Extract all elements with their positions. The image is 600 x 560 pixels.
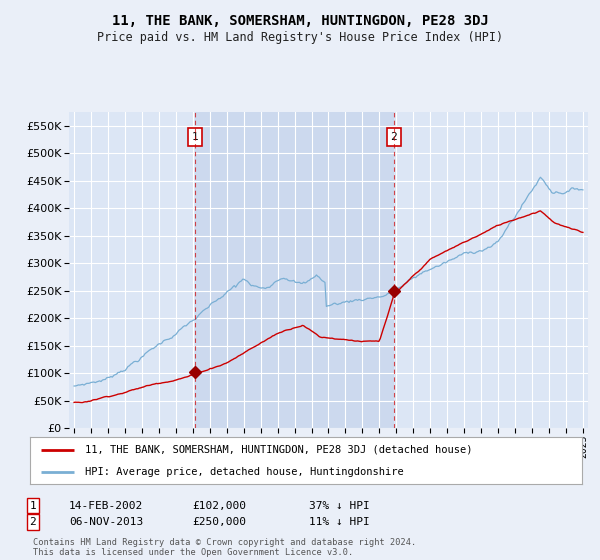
Text: 2: 2 [29, 517, 37, 527]
Bar [195, 112, 394, 428]
Text: 1: 1 [191, 132, 198, 142]
Text: 1: 1 [29, 501, 37, 511]
Text: 11, THE BANK, SOMERSHAM, HUNTINGDON, PE28 3DJ: 11, THE BANK, SOMERSHAM, HUNTINGDON, PE2… [112, 14, 488, 28]
Text: HPI: Average price, detached house, Huntingdonshire: HPI: Average price, detached house, Hunt… [85, 466, 404, 477]
Text: £102,000: £102,000 [192, 501, 246, 511]
Text: 11, THE BANK, SOMERSHAM, HUNTINGDON, PE28 3DJ (detached house): 11, THE BANK, SOMERSHAM, HUNTINGDON, PE2… [85, 445, 473, 455]
Text: 14-FEB-2002: 14-FEB-2002 [69, 501, 143, 511]
Text: 06-NOV-2013: 06-NOV-2013 [69, 517, 143, 527]
Text: 11% ↓ HPI: 11% ↓ HPI [309, 517, 370, 527]
Text: 2: 2 [391, 132, 397, 142]
Text: Price paid vs. HM Land Registry's House Price Index (HPI): Price paid vs. HM Land Registry's House … [97, 31, 503, 44]
Text: 37% ↓ HPI: 37% ↓ HPI [309, 501, 370, 511]
Text: Contains HM Land Registry data © Crown copyright and database right 2024.
This d: Contains HM Land Registry data © Crown c… [33, 538, 416, 557]
Text: £250,000: £250,000 [192, 517, 246, 527]
